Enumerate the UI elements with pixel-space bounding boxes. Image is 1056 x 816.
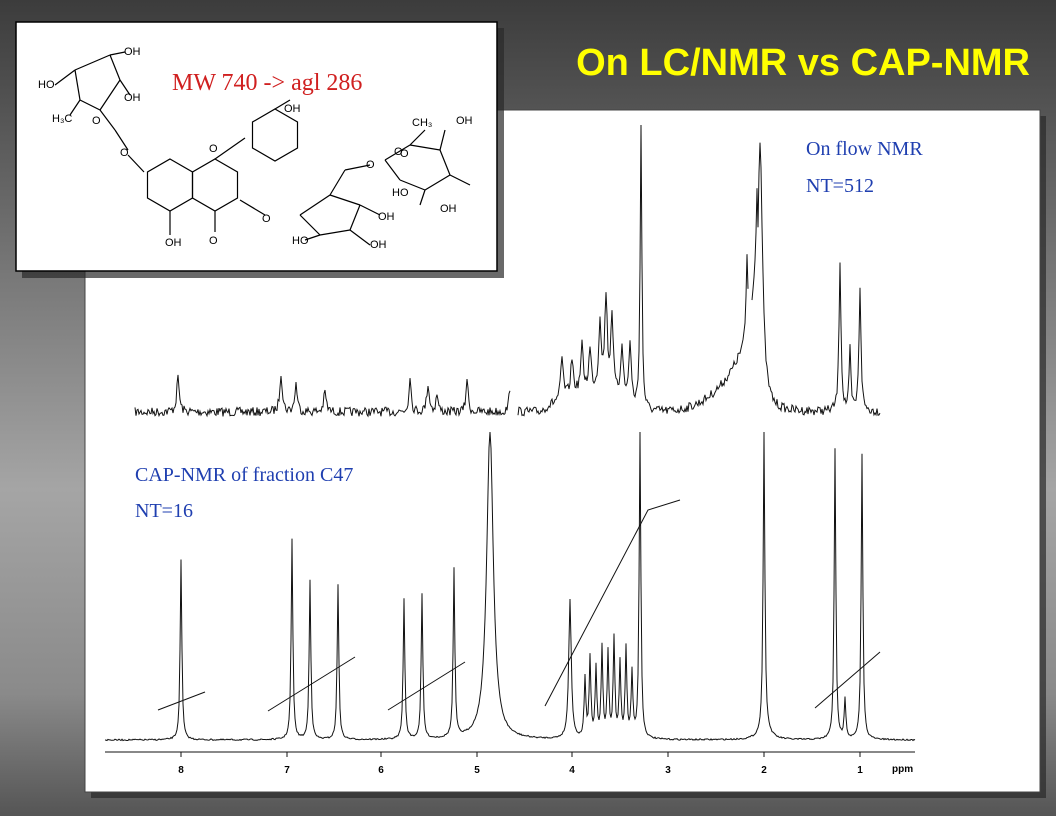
- atom-label: OH: [378, 211, 395, 223]
- bond: [99, 109, 116, 131]
- bond: [409, 144, 441, 151]
- structure-caption: MW 740 -> agl 286: [172, 70, 362, 96]
- atom-label: OH: [284, 103, 301, 115]
- bond: [329, 169, 346, 196]
- integration-curve: [387, 661, 466, 711]
- ppm-tick-label: 1: [857, 765, 863, 776]
- bond: [54, 69, 76, 86]
- integration-curve: [814, 651, 881, 709]
- bond: [359, 204, 381, 216]
- bond: [274, 99, 291, 110]
- integration-curve: [267, 656, 356, 712]
- ppm-tick-label: 4: [569, 765, 575, 776]
- spectrum-trace: [104, 431, 916, 742]
- ppm-tick-label: 6: [378, 765, 384, 776]
- atom-label: H₃C: [52, 113, 72, 125]
- ppm-tick-label: 8: [178, 765, 184, 776]
- bond: [439, 149, 451, 176]
- bond: [304, 234, 321, 241]
- atom-label: OH: [165, 237, 182, 249]
- bond: [299, 214, 321, 236]
- ring: [251, 108, 299, 162]
- atom-label: O: [394, 146, 403, 158]
- bond: [74, 69, 81, 101]
- bond: [119, 79, 131, 96]
- ppm-unit: ppm: [892, 764, 913, 775]
- bond: [79, 99, 101, 111]
- bond: [69, 99, 81, 116]
- integration-curve: [157, 691, 206, 711]
- bond: [109, 54, 121, 81]
- bond: [344, 164, 371, 171]
- bond: [384, 159, 401, 181]
- atom-label: OH: [124, 92, 141, 104]
- atom-label: HO: [392, 187, 409, 199]
- ppm-ticks: 8 7 6 5 4 3 2 1: [178, 752, 863, 776]
- atom-label: O: [262, 213, 271, 225]
- bond: [299, 194, 331, 216]
- ppm-tick-label: 7: [284, 765, 290, 776]
- structure-box: [15, 21, 498, 272]
- atom-label: OH: [370, 239, 387, 251]
- spectrum-trace: [751, 142, 881, 417]
- atom-label: O: [120, 147, 129, 159]
- bond: [74, 54, 111, 71]
- bond: [127, 154, 145, 173]
- top-scans: NT=512: [806, 175, 874, 197]
- bond: [409, 129, 426, 146]
- bond: [384, 144, 411, 161]
- atom-label: O: [209, 143, 218, 155]
- structure-drawing: [54, 51, 471, 246]
- atom-label: OH: [456, 115, 473, 127]
- top-label: On flow NMR: [806, 138, 923, 160]
- ppm-tick-label: 5: [474, 765, 480, 776]
- bond: [99, 79, 121, 111]
- spectra: [104, 124, 916, 742]
- bond: [329, 194, 361, 206]
- slide-title: On LC/NMR vs CAP-NMR: [576, 42, 1030, 84]
- bond: [349, 229, 371, 246]
- integration-curve: [544, 499, 681, 707]
- atom-label: O: [400, 148, 409, 160]
- ppm-tick-label: 2: [761, 765, 767, 776]
- atom-label: O: [209, 235, 218, 247]
- atom-label: O: [92, 115, 101, 127]
- atom-label: HO: [38, 79, 55, 91]
- spectrum-trace: [134, 374, 511, 418]
- bond: [349, 204, 361, 231]
- bond: [449, 174, 471, 186]
- bond: [239, 199, 266, 216]
- atom-label: OH: [124, 46, 141, 58]
- spectrum-trace: [517, 124, 749, 417]
- bond: [109, 51, 126, 56]
- bond: [439, 129, 446, 151]
- atom-label: O: [366, 159, 375, 171]
- bond: [399, 179, 426, 191]
- bond: [214, 137, 246, 160]
- bond: [424, 174, 451, 191]
- bond: [319, 229, 351, 236]
- bond: [419, 189, 426, 206]
- bottom-label: CAP-NMR of fraction C47: [135, 464, 353, 486]
- bond: [114, 129, 129, 151]
- atom-label: HO: [292, 235, 309, 247]
- atom-label: OH: [440, 203, 457, 215]
- atom-label: CH₃: [412, 117, 432, 129]
- bottom-scans: NT=16: [135, 500, 193, 522]
- ppm-tick-label: 3: [665, 765, 671, 776]
